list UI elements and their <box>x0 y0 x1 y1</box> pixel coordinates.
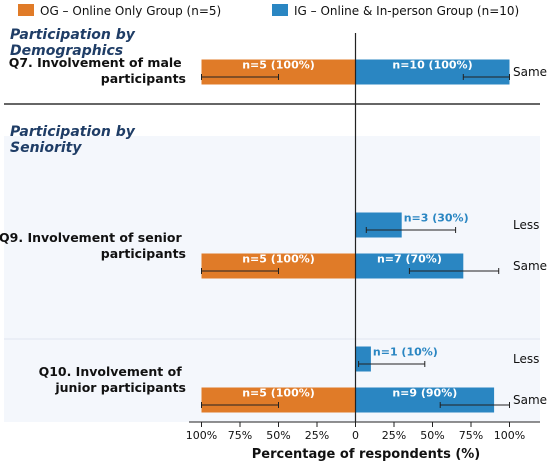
bar-ig-s0-q0-r0 <box>355 59 510 85</box>
section-title-seniority: Participation by Seniority <box>10 124 140 156</box>
bar-label-ig-s1-q0-r0: n=3 (30%) <box>404 212 469 225</box>
x-axis-title: Percentage of respondents (%) <box>252 447 481 462</box>
bar-label-ig-s1-q0-r1: n=7 (70%) <box>377 253 442 266</box>
legend-label-og: OG – Online Only Group (n=5) <box>40 4 221 18</box>
bar-label-ig-s0-q0-r0: n=10 (100%) <box>392 59 472 72</box>
bar-ig-s1-q0-r1 <box>355 253 464 279</box>
x-tick-label-3: 25% <box>305 429 329 442</box>
bar-og-s0-q0-r0 <box>201 59 356 85</box>
x-tick-label-6: 50% <box>420 429 444 442</box>
question-label-q10: Q10. Involvement of junior participants <box>39 364 186 395</box>
bar-label-og-s1-q1-r1: n=5 (100%) <box>242 387 315 400</box>
x-tick-label-1: 75% <box>228 429 252 442</box>
section-title-demographics: Participation by Demographics <box>10 27 140 59</box>
bar-ig-s1-q1-r0 <box>355 346 371 372</box>
bar-og-s1-q1-r1 <box>201 387 356 413</box>
x-tick-label-2: 50% <box>266 429 290 442</box>
option-label-s1-q1-r0: Less <box>513 352 539 366</box>
bar-label-og-s1-q0-r1: n=5 (100%) <box>242 253 315 266</box>
x-tick-label-0: 100% <box>186 429 217 442</box>
bar-ig-s1-q1-r1 <box>355 387 495 413</box>
bar-label-og-s0-q0-r0: n=5 (100%) <box>242 59 315 72</box>
bar-label-ig-s1-q1-r1: n=9 (90%) <box>392 387 457 400</box>
x-tick-label-4: 0 <box>352 429 359 442</box>
option-label-s1-q1-r1: Same <box>513 393 547 407</box>
option-label-s1-q0-r1: Same <box>513 259 547 273</box>
x-tick-label-8: 100% <box>494 429 525 442</box>
question-label-q9: Q9. Involvement of senior participants <box>0 230 186 261</box>
x-tick-label-5: 25% <box>382 429 406 442</box>
option-label-s0-q0-r0: Same <box>513 65 547 79</box>
bar-label-ig-s1-q1-r0: n=1 (10%) <box>373 346 438 359</box>
x-axis: 100% 75% 50% 25% 0 25% 50% 75% 100% <box>186 421 540 442</box>
question-label-q7: Q7. Involvement of male participants <box>9 55 186 86</box>
legend-swatch-ig <box>272 4 288 16</box>
option-label-s1-q0-r0: Less <box>513 218 539 232</box>
bars-layer: n=5 (100%) n=10 (100%) Same n=3 (30%) Less n=… <box>201 59 547 413</box>
x-tick-label-7: 75% <box>459 429 483 442</box>
bar-og-s1-q0-r1 <box>201 253 356 279</box>
legend: OG – Online Only Group (n=5) IG – Online… <box>18 4 519 18</box>
section-shade-seniority <box>4 136 540 422</box>
bar-ig-s1-q0-r0 <box>355 212 402 238</box>
legend-label-ig: IG – Online & In-person Group (n=10) <box>294 4 519 18</box>
legend-swatch-og <box>18 4 34 16</box>
